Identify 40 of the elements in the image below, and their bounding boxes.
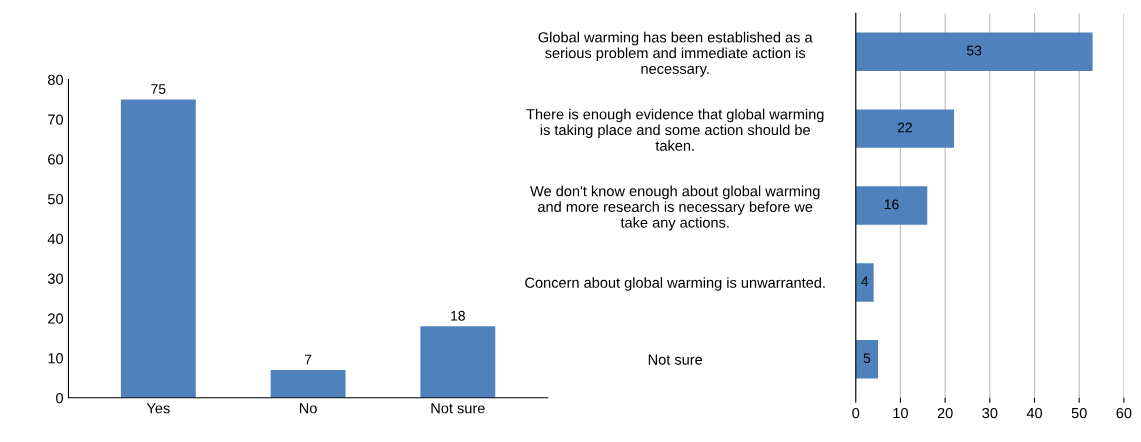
data-label: 18 xyxy=(451,310,465,321)
bar xyxy=(120,99,196,398)
data-label: 22 xyxy=(897,122,912,133)
y-tick-label: 10 xyxy=(48,353,64,364)
y-tick-label: 30 xyxy=(47,273,64,284)
y-tick-label: 50 xyxy=(47,194,64,205)
y-tick-label: Global warming has been established as a serious problem and immediate action is necessary. xyxy=(538,31,813,77)
bar xyxy=(855,186,928,225)
x-tick-label: Yes xyxy=(146,403,170,414)
bar xyxy=(855,340,879,379)
bar xyxy=(855,109,955,148)
data-label: 4 xyxy=(861,276,869,287)
x-tick-label: 10 xyxy=(893,407,908,419)
y-tick-label: 80 xyxy=(48,74,64,85)
y-tick-label: 70 xyxy=(48,114,64,125)
bar xyxy=(270,369,346,398)
y-tick-label: Concern about global warming is unwarranted. xyxy=(525,277,825,291)
data-label: 5 xyxy=(863,353,871,364)
data-label: 16 xyxy=(884,199,899,210)
x-tick-label: 20 xyxy=(937,407,953,419)
data-label: 7 xyxy=(304,354,312,365)
x-tick-label: 60 xyxy=(1116,407,1132,419)
y-tick-label: 40 xyxy=(47,233,64,245)
x-tick-label: No xyxy=(299,403,317,414)
bar xyxy=(855,32,1093,71)
y-tick-label: Not sure xyxy=(648,354,703,365)
y-tick-label: 20 xyxy=(48,313,64,324)
bar xyxy=(855,263,874,302)
x-tick-label: 40 xyxy=(1026,407,1043,419)
data-label: 53 xyxy=(967,45,982,56)
y-tick-label: 60 xyxy=(48,154,64,165)
y-tick-label: There is enough evidence that global warming is taking place and some action should be taken. xyxy=(526,108,824,151)
y-tick-label: We don't know enough about global warming and more research is necessary before we take any actions. xyxy=(530,185,820,231)
x-tick-label: Not sure xyxy=(431,403,485,414)
x-tick-label: 50 xyxy=(1071,407,1087,419)
y-tick-label: 0 xyxy=(56,392,64,404)
x-tick-label: 30 xyxy=(982,407,998,419)
bar xyxy=(420,326,496,398)
x-tick-label: 0 xyxy=(852,407,860,419)
data-label: 75 xyxy=(151,84,166,94)
